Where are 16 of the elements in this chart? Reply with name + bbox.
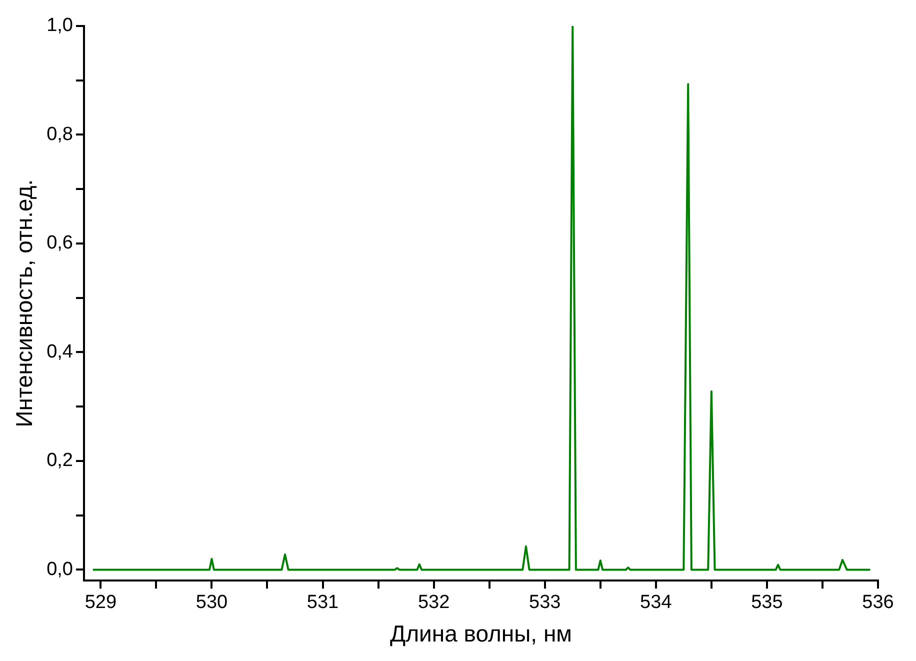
y-tick-label: 1,0 [46,15,74,36]
x-tick-label: 533 [529,592,561,614]
y-tick-label: 0,4 [46,341,74,362]
x-tick-label: 536 [862,592,894,614]
x-tick-label: 529 [84,592,117,614]
y-axis-title: Интенсивность, отн.ед. [11,179,38,428]
y-tick-label: 0,2 [46,450,74,472]
x-tick-label: 531 [306,592,339,614]
x-axis-title: Длина волны, нм [390,620,572,647]
x-tick-label: 532 [418,592,450,614]
y-tick-label: 0,8 [46,124,74,145]
y-tick-label: 0,0 [46,558,74,580]
y-tick-label: 0,6 [46,232,74,254]
x-tick-label: 534 [640,592,672,614]
x-tick-label: 530 [196,592,228,614]
x-tick-label: 535 [751,592,783,614]
